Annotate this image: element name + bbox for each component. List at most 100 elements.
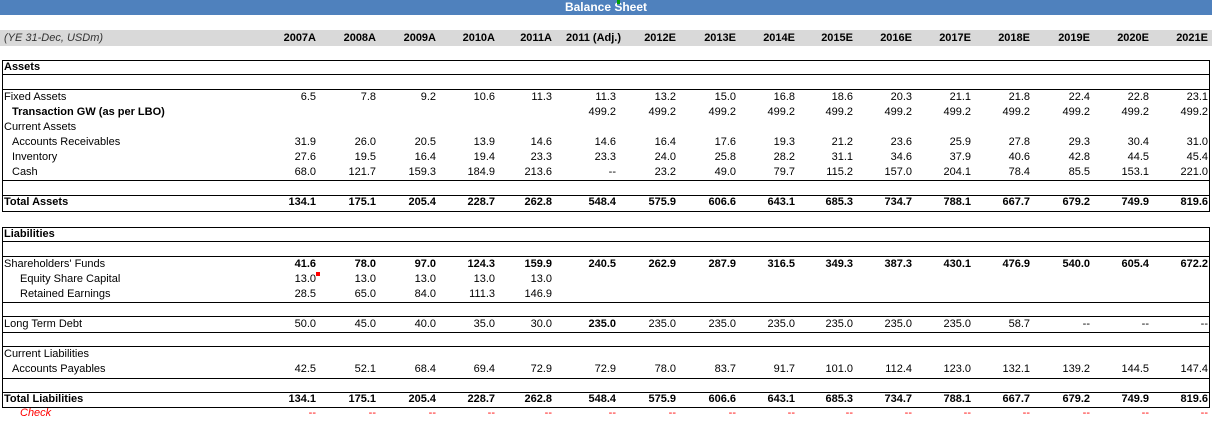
value-cell[interactable]: 115.2 <box>826 166 853 178</box>
value-cell[interactable]: 10.6 <box>473 91 495 103</box>
value-cell[interactable] <box>1099 287 1149 302</box>
value-cell[interactable]: 499.2 <box>884 106 912 118</box>
value-cell[interactable]: 65.0 <box>354 288 376 300</box>
value-cell[interactable]: 749.9 <box>1121 196 1149 208</box>
value-cell[interactable]: 262.8 <box>524 196 552 208</box>
value-cell[interactable]: 14.6 <box>530 136 552 148</box>
value-cell[interactable]: 159.9 <box>524 258 552 270</box>
value-cell[interactable]: 175.1 <box>348 393 376 405</box>
value-cell[interactable] <box>686 287 736 302</box>
value-cell[interactable]: 111.3 <box>469 288 495 300</box>
value-cell[interactable]: 35.0 <box>473 318 495 330</box>
value-cell[interactable] <box>386 105 436 120</box>
value-cell[interactable]: 685.3 <box>825 196 853 208</box>
value-cell[interactable]: 2015E <box>821 32 853 44</box>
value-cell[interactable]: 18.6 <box>831 91 853 103</box>
value-cell[interactable] <box>445 105 495 120</box>
value-cell[interactable]: 19.5 <box>354 151 376 163</box>
value-cell[interactable]: -- <box>668 407 676 419</box>
value-cell[interactable]: 124.3 <box>467 258 495 270</box>
value-cell[interactable]: 819.6 <box>1180 393 1208 405</box>
value-cell[interactable]: 78.0 <box>654 363 676 375</box>
value-cell[interactable]: 11.3 <box>531 91 552 103</box>
value-cell[interactable]: 262.9 <box>648 258 676 270</box>
value-cell[interactable]: -- <box>904 407 912 419</box>
value-cell[interactable]: 235.0 <box>648 318 676 330</box>
value-cell[interactable]: 2013E <box>704 32 736 44</box>
value-cell[interactable]: 69.4 <box>473 363 495 375</box>
value-cell[interactable]: 112.4 <box>885 363 912 375</box>
value-cell[interactable]: 13.2 <box>654 91 676 103</box>
value-cell[interactable]: 2020E <box>1117 32 1149 44</box>
value-cell[interactable]: 16.4 <box>654 136 676 148</box>
value-cell[interactable]: 49.0 <box>714 166 736 178</box>
value-cell[interactable]: 134.1 <box>288 393 316 405</box>
row-label[interactable]: Check <box>20 407 52 419</box>
value-cell[interactable]: 788.1 <box>943 393 971 405</box>
value-cell[interactable]: 23.2 <box>654 166 676 178</box>
value-cell[interactable]: 157.0 <box>884 166 912 178</box>
value-cell[interactable]: 349.3 <box>825 258 853 270</box>
row-label[interactable]: Accounts Payables <box>12 363 106 375</box>
value-cell[interactable]: -- <box>544 407 552 419</box>
row-label[interactable]: Transaction GW (as per LBO) <box>12 106 165 118</box>
row-label[interactable]: Total Assets <box>4 196 69 208</box>
value-cell[interactable]: 97.0 <box>414 258 436 270</box>
value-cell[interactable]: 221.0 <box>1180 166 1208 178</box>
row-label[interactable]: Equity Share Capital <box>20 273 121 285</box>
value-cell[interactable]: 78.0 <box>354 258 376 270</box>
value-cell[interactable]: 40.0 <box>414 318 436 330</box>
value-cell[interactable]: 91.7 <box>773 363 795 375</box>
value-cell[interactable]: 29.3 <box>1068 136 1090 148</box>
value-cell[interactable]: 499.2 <box>708 106 736 118</box>
value-cell[interactable]: 13.0 <box>530 273 552 285</box>
value-cell[interactable]: 17.6 <box>714 136 736 148</box>
value-cell[interactable]: 643.1 <box>767 196 795 208</box>
value-cell[interactable]: 139.2 <box>1062 363 1090 375</box>
value-cell[interactable]: 499.2 <box>767 106 795 118</box>
value-cell[interactable] <box>980 272 1030 287</box>
value-cell[interactable]: 685.3 <box>825 393 853 405</box>
value-cell[interactable]: 44.5 <box>1127 151 1149 163</box>
value-cell[interactable]: 2010A <box>462 32 495 44</box>
value-cell[interactable] <box>745 287 795 302</box>
value-cell[interactable]: 235.0 <box>825 318 853 330</box>
row-label[interactable]: Total Liabilities <box>4 393 84 405</box>
value-cell[interactable] <box>745 272 795 287</box>
value-cell[interactable]: 749.9 <box>1121 393 1149 405</box>
value-cell[interactable]: 2011 (Adj.) <box>566 32 622 44</box>
value-cell[interactable]: 72.9 <box>594 363 616 375</box>
value-cell[interactable]: 27.6 <box>294 151 316 163</box>
value-cell[interactable]: 672.2 <box>1180 258 1208 270</box>
value-cell[interactable]: -- <box>1082 318 1090 330</box>
value-cell[interactable]: 22.4 <box>1068 91 1090 103</box>
value-cell[interactable]: 2021E <box>1176 32 1208 44</box>
value-cell[interactable]: 22.8 <box>1127 91 1149 103</box>
value-cell[interactable]: 175.1 <box>348 196 376 208</box>
row-label[interactable]: Cash <box>12 166 38 178</box>
value-cell[interactable]: 606.6 <box>708 393 736 405</box>
row-label[interactable]: Fixed Assets <box>4 91 67 103</box>
value-cell[interactable]: 643.1 <box>767 393 795 405</box>
value-cell[interactable]: 316.5 <box>767 258 795 270</box>
value-cell[interactable]: -- <box>1082 407 1090 419</box>
value-cell[interactable]: 153.1 <box>1121 166 1149 178</box>
value-cell[interactable]: 2017E <box>939 32 971 44</box>
value-cell[interactable] <box>921 287 971 302</box>
value-cell[interactable]: 13.0 <box>354 273 376 285</box>
value-cell[interactable] <box>1158 272 1208 287</box>
value-cell[interactable] <box>1158 287 1208 302</box>
value-cell[interactable]: 606.6 <box>708 196 736 208</box>
value-cell[interactable]: 23.1 <box>1186 91 1208 103</box>
value-cell[interactable] <box>502 105 552 120</box>
value-cell[interactable]: 476.9 <box>1002 258 1030 270</box>
value-cell[interactable]: 205.4 <box>408 196 436 208</box>
value-cell[interactable]: -- <box>608 407 616 419</box>
value-cell[interactable]: 34.6 <box>890 151 912 163</box>
value-cell[interactable]: 20.5 <box>414 136 436 148</box>
row-label[interactable]: Accounts Receivables <box>12 136 121 148</box>
value-cell[interactable]: 123.0 <box>943 363 971 375</box>
value-cell[interactable]: 30.0 <box>530 318 552 330</box>
value-cell[interactable]: 788.1 <box>943 196 971 208</box>
value-cell[interactable] <box>803 272 853 287</box>
